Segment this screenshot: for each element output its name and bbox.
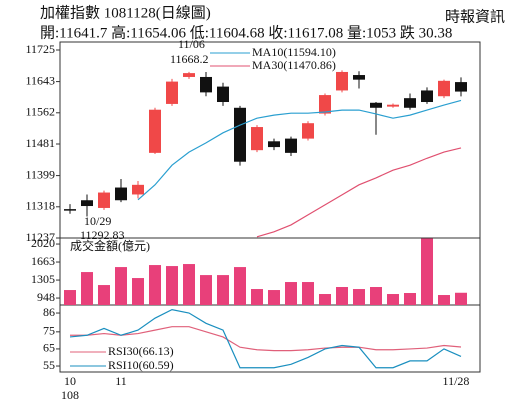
series-line: [69, 308, 462, 369]
candle-body: [81, 200, 93, 207]
bar: [217, 275, 229, 305]
series-line: [256, 147, 462, 238]
bar: [370, 287, 382, 305]
candle-body: [370, 102, 382, 108]
y-tick-label: 65: [43, 341, 55, 355]
candle-body: [387, 104, 399, 107]
candle-body: [438, 80, 450, 97]
bar: [404, 293, 416, 305]
bar: [166, 266, 178, 305]
candle-body: [98, 192, 110, 208]
y-tick-label: 1305: [31, 272, 55, 286]
bar: [98, 285, 110, 305]
y-tick-label: 11237: [25, 230, 55, 244]
candle-body: [200, 76, 212, 93]
bar: [319, 294, 331, 305]
candle-body: [336, 71, 348, 91]
y-tick-label: 86: [43, 305, 55, 319]
bar: [268, 290, 280, 305]
annotation: 11292.83: [80, 228, 125, 242]
bar: [336, 287, 348, 305]
legend-label: MA30(11470.86): [252, 58, 336, 72]
y-tick-label: 11725: [25, 42, 55, 56]
y-tick-label: 55: [43, 358, 55, 372]
bar: [438, 295, 450, 305]
y-tick-label: 11481: [25, 136, 55, 150]
annotation: 10/29: [84, 214, 111, 228]
y-tick-label: 948: [37, 290, 55, 304]
bar: [183, 264, 195, 305]
candle-body: [217, 86, 229, 103]
y-tick-label: 11643: [25, 73, 55, 87]
bar: [64, 290, 76, 305]
y-tick-label: 1663: [31, 254, 55, 268]
candle-body: [115, 187, 127, 201]
source: 時報資訊: [445, 8, 505, 25]
y-tick-label: 11562: [25, 105, 55, 119]
annotation: 11/06: [178, 37, 205, 51]
bar: [132, 278, 144, 305]
candle-body: [251, 127, 263, 151]
bar: [285, 282, 297, 305]
x-tick-label: 10: [64, 374, 76, 388]
legend-label: RSI30(66.13): [108, 344, 174, 358]
bar: [81, 272, 93, 305]
y-tick-label: 2020: [31, 236, 55, 250]
panel-title: 成交金額(億元): [70, 238, 150, 253]
series-line: [137, 99, 462, 201]
candle-body: [268, 141, 280, 148]
x-tick-label: 11/28: [443, 374, 470, 388]
x-year-label: 108: [61, 388, 79, 402]
y-tick-label: 75: [43, 324, 55, 338]
legend-label: MA10(11594.10): [252, 45, 336, 59]
bar: [421, 238, 433, 305]
bar: [234, 267, 246, 305]
candle-body: [404, 98, 416, 108]
y-tick-label: 11399: [25, 167, 55, 181]
candle-body: [149, 109, 161, 153]
candle-body: [166, 81, 178, 104]
candle-body: [285, 138, 297, 153]
info: 開:11641.7 高:11654.06 低:11604.68 收:11617.…: [40, 24, 452, 41]
candle-body: [234, 107, 246, 162]
bar: [251, 289, 263, 305]
bar: [353, 289, 365, 305]
frame: [59, 41, 481, 373]
bar: [149, 265, 161, 305]
title: 加權指數 1081128(日線圖): [40, 4, 211, 21]
bar: [302, 282, 314, 305]
candle-body: [183, 73, 195, 77]
legend-label: RSI10(60.59): [108, 358, 174, 372]
annotation: 11668.2: [170, 52, 209, 66]
x-tick-label: 11: [115, 374, 127, 388]
series-line: [70, 326, 462, 352]
bar: [200, 275, 212, 305]
candle-body: [319, 95, 331, 114]
bar: [115, 267, 127, 305]
bar: [455, 292, 467, 305]
candle-body: [132, 184, 144, 195]
y-tick-label: 11318: [25, 199, 55, 213]
candle-body: [353, 75, 365, 80]
candle-body: [302, 123, 314, 139]
candle-body: [421, 90, 433, 103]
bar: [387, 294, 399, 305]
candle-body: [455, 82, 467, 92]
candle-body: [64, 209, 76, 211]
